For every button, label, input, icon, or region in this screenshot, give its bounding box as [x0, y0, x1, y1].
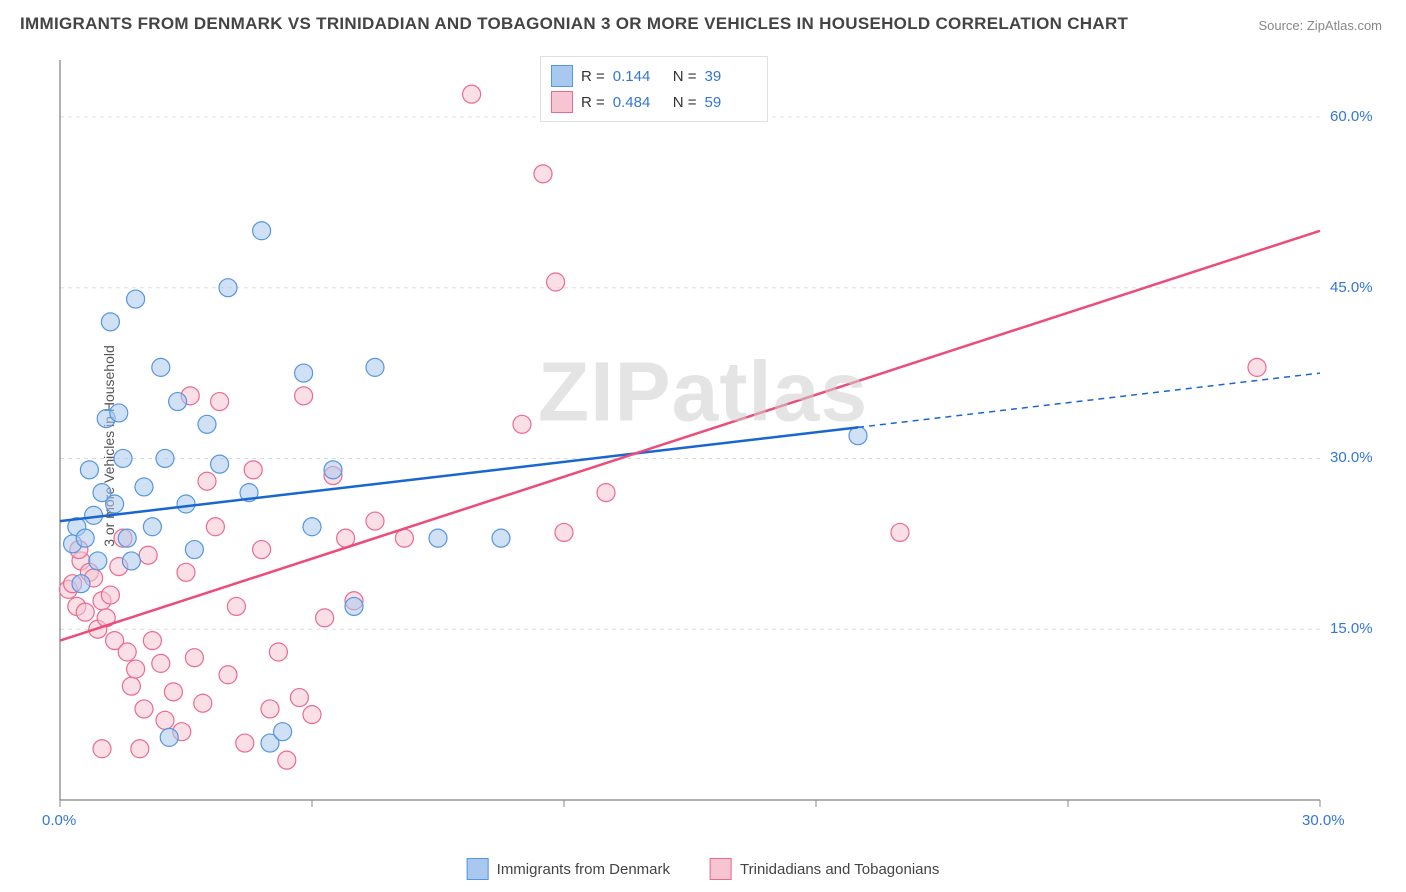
swatch-icon — [551, 91, 573, 113]
legend-item: Trinidadians and Tobagonians — [710, 858, 939, 880]
source-label: Source: ZipAtlas.com — [1258, 18, 1382, 33]
y-tick-label: 30.0% — [1330, 449, 1373, 466]
legend-stats-row: R = 0.484 N = 59 — [551, 89, 757, 115]
stat-n-value: 59 — [705, 94, 757, 111]
stat-r-label: R = — [581, 94, 605, 111]
stat-n-value: 39 — [705, 68, 757, 85]
stat-r-value: 0.144 — [613, 68, 665, 85]
stat-n-label: N = — [673, 94, 697, 111]
x-tick-label: 0.0% — [42, 812, 76, 829]
swatch-icon — [551, 65, 573, 87]
y-tick-label: 45.0% — [1330, 279, 1373, 296]
swatch-icon — [467, 858, 489, 880]
legend-label: Immigrants from Denmark — [497, 861, 670, 878]
legend-stats-row: R = 0.144 N = 39 — [551, 63, 757, 89]
legend-bottom: Immigrants from Denmark Trinidadians and… — [467, 858, 940, 880]
legend-label: Trinidadians and Tobagonians — [740, 861, 939, 878]
swatch-icon — [710, 858, 732, 880]
y-tick-label: 60.0% — [1330, 108, 1373, 125]
y-tick-label: 15.0% — [1330, 620, 1373, 637]
x-tick-label: 30.0% — [1302, 812, 1345, 829]
stat-n-label: N = — [673, 68, 697, 85]
legend-stats-box: R = 0.144 N = 39 R = 0.484 N = 59 — [540, 56, 768, 122]
legend-item: Immigrants from Denmark — [467, 858, 670, 880]
stat-r-value: 0.484 — [613, 94, 665, 111]
chart-container: IMMIGRANTS FROM DENMARK VS TRINIDADIAN A… — [0, 0, 1406, 892]
stat-r-label: R = — [581, 68, 605, 85]
chart-title: IMMIGRANTS FROM DENMARK VS TRINIDADIAN A… — [20, 14, 1128, 34]
scatter-plot — [50, 50, 1380, 840]
